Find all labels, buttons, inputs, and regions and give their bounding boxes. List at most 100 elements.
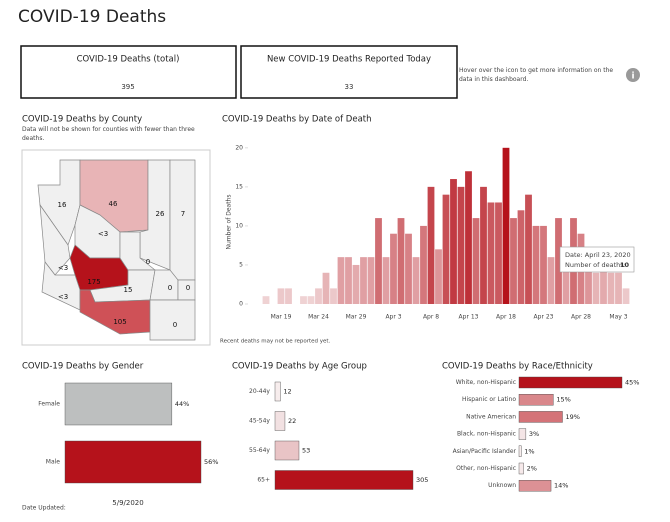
bar [390, 233, 397, 304]
bar [315, 288, 322, 304]
county-label: 175 [87, 278, 100, 286]
date-label: Date Updated: [22, 505, 66, 512]
bar [274, 381, 281, 402]
kpi-label: COVID-19 Deaths (total) [77, 55, 180, 65]
tooltip-label: Number of deaths: [565, 261, 626, 269]
bar [518, 411, 563, 423]
county-label: 105 [113, 318, 126, 326]
info-icon-glyph: i [631, 72, 634, 82]
county-label: <3 [58, 264, 68, 272]
bar [518, 394, 554, 406]
value-label: 1% [524, 447, 534, 455]
category-label: 20-44y [249, 388, 270, 395]
bar [585, 249, 592, 304]
county [169, 159, 196, 281]
county-label: 46 [109, 200, 118, 208]
kpi-value: 395 [121, 83, 134, 91]
bar [367, 257, 375, 304]
bar [480, 186, 487, 304]
bar [555, 218, 562, 304]
bar [382, 257, 390, 304]
bar [562, 257, 570, 304]
bar [502, 147, 510, 304]
bar [517, 210, 525, 304]
map-title: COVID-19 Deaths by County [22, 115, 142, 125]
county [149, 299, 196, 341]
bar [518, 480, 552, 492]
footnote: Recent deaths may not be reported yet. [220, 339, 331, 345]
county-label: 15 [124, 286, 133, 294]
value-label: 44% [175, 400, 189, 408]
tooltip [559, 246, 635, 273]
value-label: 12 [283, 388, 291, 396]
category-label: Female [38, 401, 60, 408]
bar [532, 225, 540, 304]
category-label: Other, non-Hispanic [456, 465, 516, 472]
tooltip-value: 10 [620, 261, 630, 269]
category-label: Unknown [488, 482, 516, 489]
bar [330, 288, 337, 304]
county-label: <3 [98, 230, 108, 238]
x-tick-label: Apr 8 [423, 314, 439, 321]
bar [622, 288, 630, 304]
bar [518, 445, 522, 457]
x-tick-label: Mar 24 [308, 314, 329, 321]
bar [465, 171, 472, 304]
bar [322, 272, 330, 304]
kpi-box [20, 45, 237, 99]
x-tick-label: May 3 [609, 314, 627, 321]
y-tick-label: 10 [235, 222, 243, 229]
category-label: Hispanic or Latino [462, 396, 516, 403]
charts: COVID-19 Deaths by Date of Death Number o… [22, 115, 639, 492]
bar [274, 470, 414, 490]
county-label: 0 [173, 321, 177, 329]
chart-title: COVID-19 Deaths by Age Group [232, 362, 367, 372]
tooltip-date: Date: April 23, 2020 [565, 251, 631, 259]
map-frame [21, 149, 211, 346]
x-tick-label: Apr 18 [496, 314, 516, 321]
bar [472, 218, 480, 304]
bar [592, 272, 600, 304]
value-label: 56% [204, 458, 218, 466]
x-tick-label: Apr 28 [571, 314, 591, 321]
bar [518, 376, 623, 389]
bar [352, 264, 360, 304]
info-note-wrap: Hover over the icon to get more informat… [459, 67, 614, 83]
category-label: 45-54y [249, 418, 270, 425]
bar [420, 225, 427, 304]
y-tick-label: 15 [235, 183, 243, 190]
county-label: 7 [181, 210, 185, 218]
info-note: Hover over the icon to get more informat… [459, 67, 614, 83]
bar [615, 272, 622, 304]
value-label: 14% [554, 482, 568, 490]
value-label: 3% [529, 430, 539, 438]
value-label: 305 [416, 476, 428, 484]
bar [547, 257, 555, 304]
bar [345, 257, 352, 304]
kpi-box [240, 45, 458, 99]
bar [277, 288, 285, 304]
info-icon[interactable] [626, 68, 640, 82]
bar [427, 186, 435, 304]
y-tick-label: 20 [235, 144, 243, 151]
page-title: COVID-19 Deaths [18, 7, 166, 27]
x-tick-label: Apr 13 [459, 314, 479, 321]
county-label: 0 [146, 258, 150, 266]
bar [412, 257, 420, 304]
bar [518, 428, 527, 440]
bar [457, 186, 465, 304]
y-tick-label: 0 [239, 301, 243, 308]
bar [525, 194, 532, 304]
county-label: <3 [58, 293, 68, 301]
bar [64, 382, 173, 426]
x-tick-label: Apr 3 [385, 314, 401, 321]
bar [262, 296, 270, 304]
bar [607, 272, 615, 304]
county [39, 203, 71, 276]
bar [397, 218, 405, 304]
y-axis-label: Number of Deaths [226, 195, 233, 250]
bar [64, 440, 202, 484]
bar [360, 257, 367, 304]
value-label: 22 [288, 417, 296, 425]
